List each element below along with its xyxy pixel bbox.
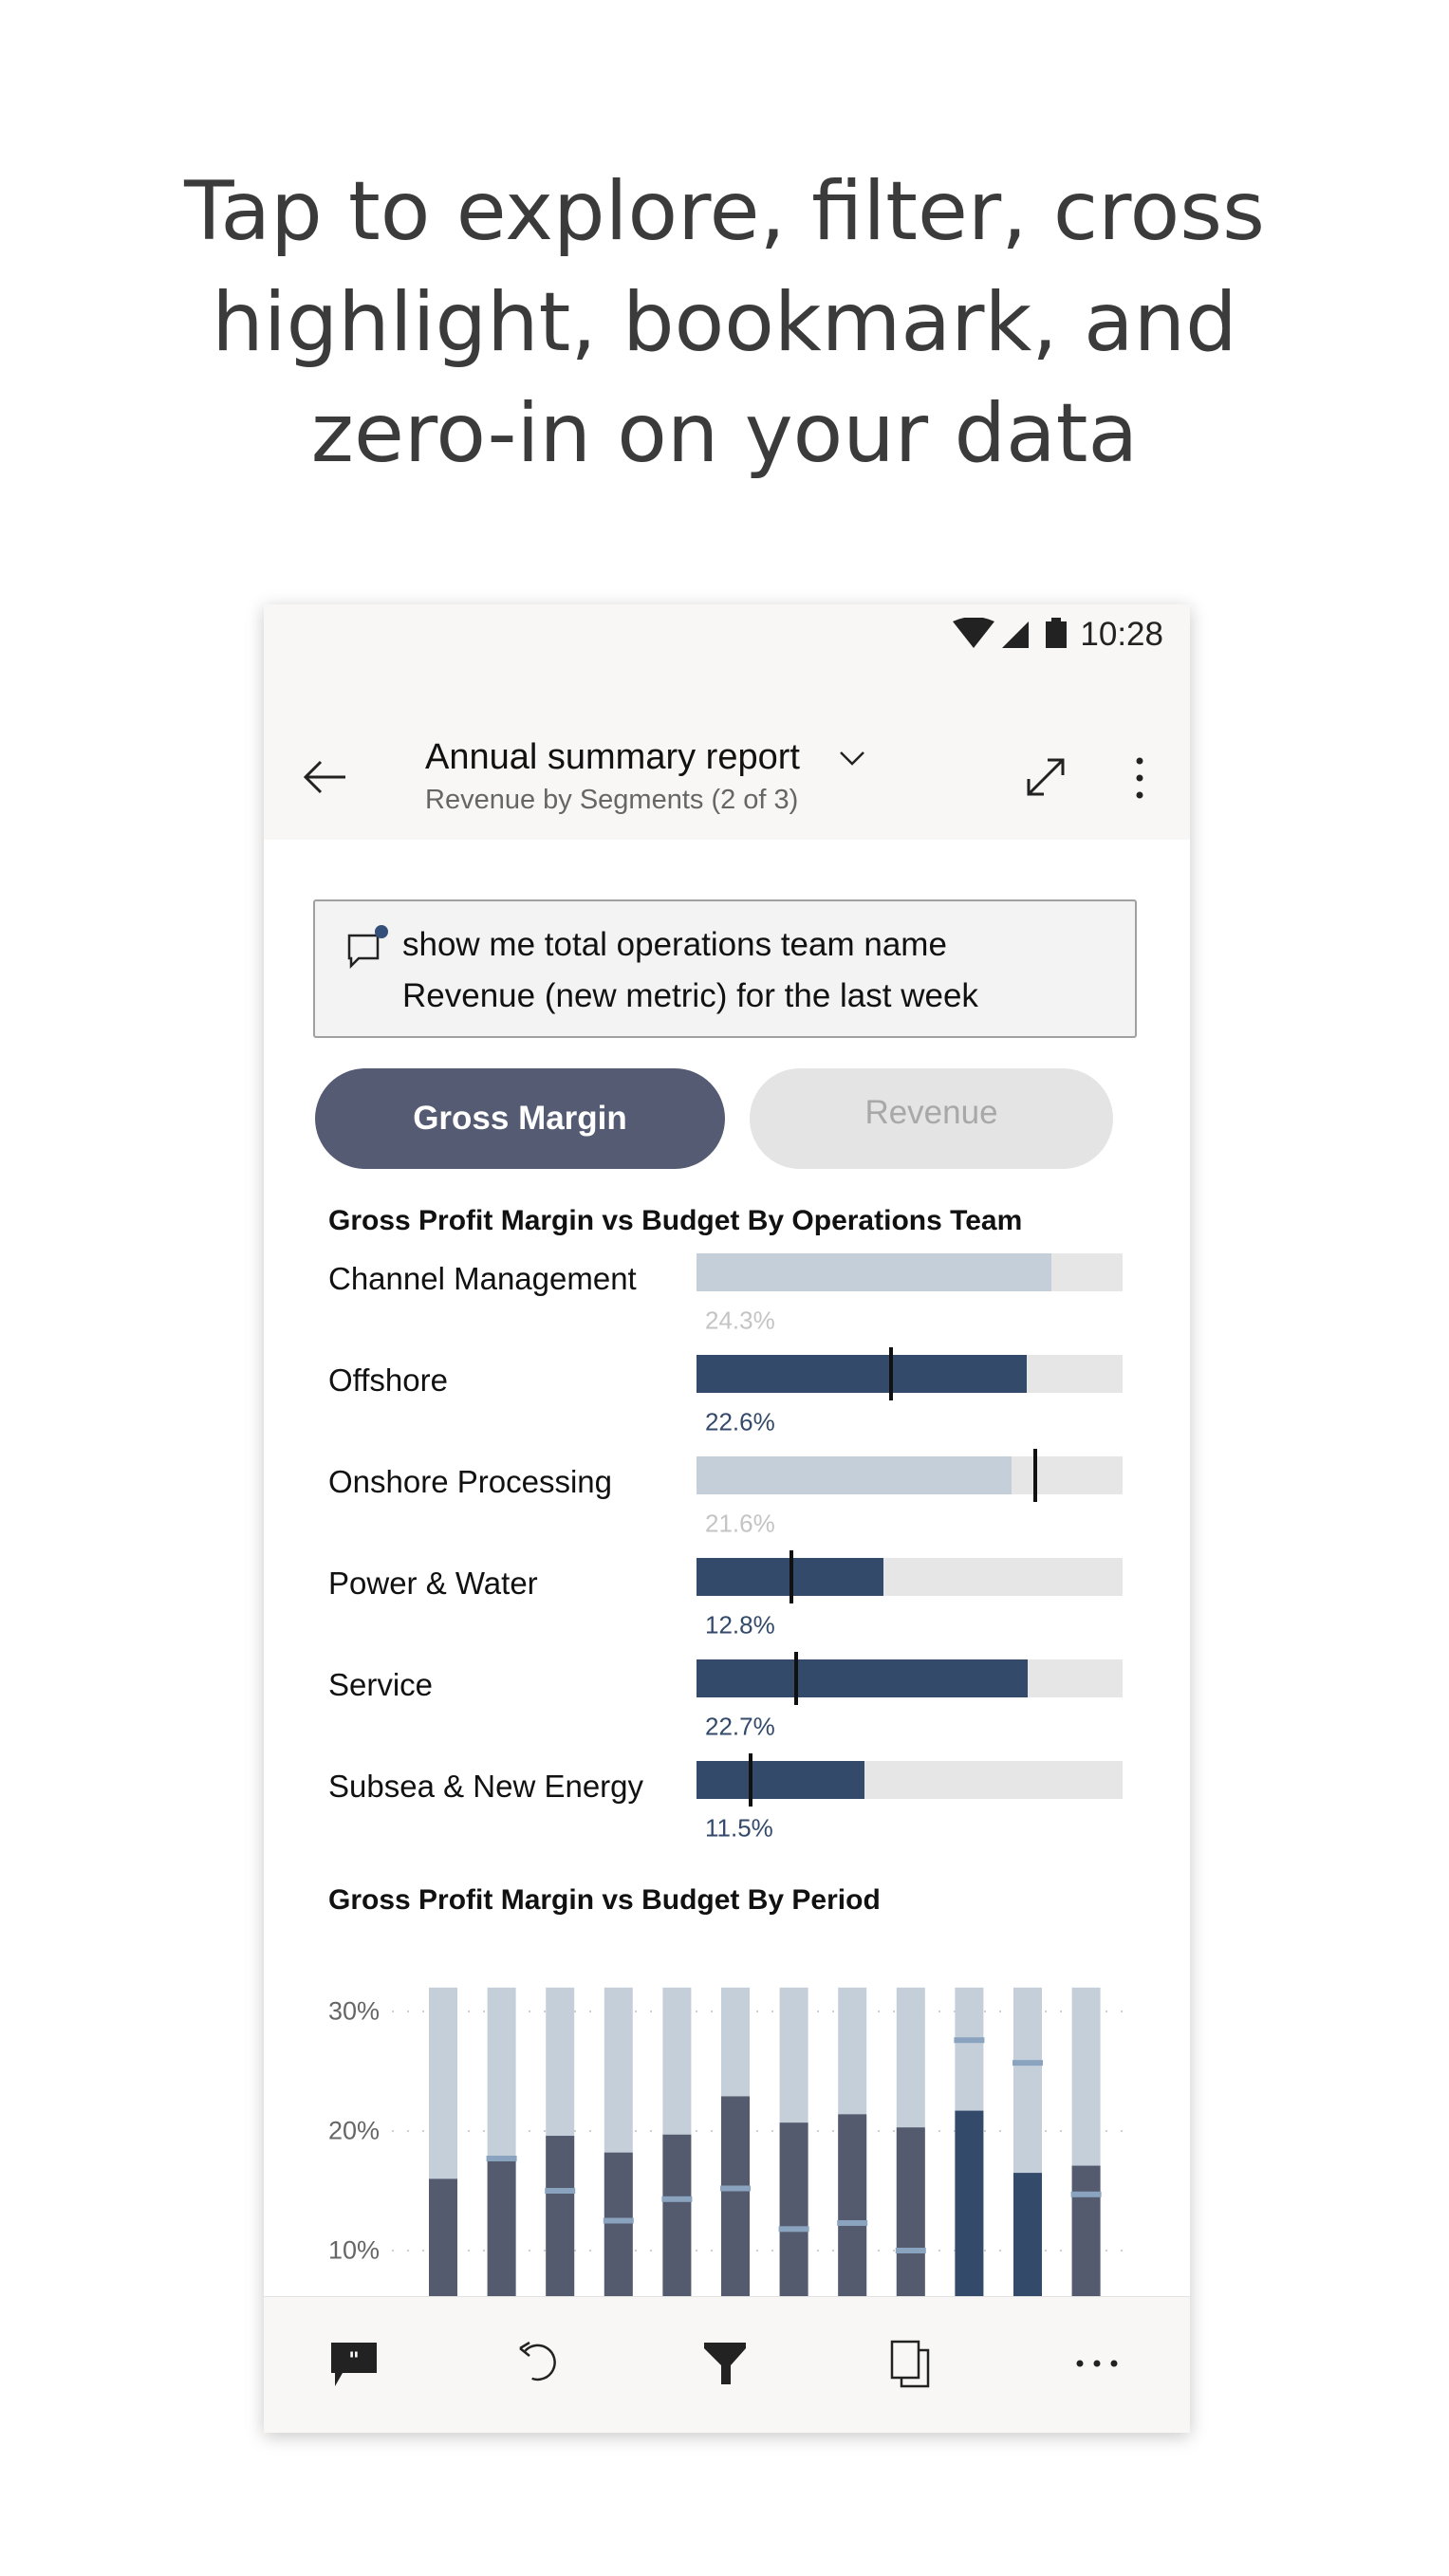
chevron-down-icon[interactable] [838, 749, 866, 768]
headline: Tap to explore, filter, cross highlight,… [0, 157, 1449, 490]
column-target-marker[interactable] [954, 2037, 985, 2044]
column-chart-title: Gross Profit Margin vs Budget By Period [328, 1884, 881, 1916]
undo-icon[interactable] [512, 2335, 569, 2392]
column-bar[interactable] [779, 2122, 808, 2296]
bullet-bar[interactable] [697, 1355, 1027, 1393]
signal-icon [1002, 621, 1029, 648]
headline-line: highlight, bookmark, and [212, 275, 1237, 370]
column-bar[interactable] [1071, 2165, 1101, 2296]
column-bar[interactable] [429, 2178, 457, 2296]
column-target-marker[interactable] [603, 2217, 634, 2224]
column-chart [392, 1987, 1127, 2296]
bullet-chart-title: Gross Profit Margin vs Budget By Operati… [328, 1205, 1023, 1236]
column-target-marker[interactable] [778, 2226, 809, 2233]
status-icons [953, 618, 1067, 648]
back-arrow-icon[interactable] [302, 758, 349, 796]
qa-input[interactable]: show me total operations team name Reven… [313, 899, 1137, 1038]
bullet-track[interactable] [697, 1753, 1123, 1807]
column-bar[interactable] [546, 2136, 575, 2296]
column-bar[interactable] [604, 2152, 633, 2296]
bullet-target-marker [888, 1347, 893, 1400]
phone-screen: 10:28 Annual summary report Revenue by S… [264, 604, 1190, 2433]
bullet-track[interactable] [697, 1449, 1123, 1502]
bullet-category-label[interactable]: Offshore [328, 1362, 448, 1398]
page-subtitle: Revenue by Segments (2 of 3) [425, 785, 799, 815]
bullet-bar[interactable] [697, 1253, 1051, 1291]
chat-question-icon [347, 925, 388, 970]
more-vertical-icon[interactable] [1130, 756, 1149, 800]
comment-icon[interactable]: " [325, 2335, 382, 2392]
column-bar[interactable] [896, 2127, 925, 2296]
bullet-target-marker [1032, 1449, 1037, 1502]
battery-icon [1046, 618, 1067, 648]
bullet-target-marker [748, 1753, 752, 1807]
bullet-value-label: 11.5% [705, 1813, 773, 1843]
headline-line: zero-in on your data [310, 386, 1139, 481]
column-bar[interactable] [662, 2134, 692, 2296]
bottom-toolbar: " [264, 2296, 1190, 2433]
bullet-track[interactable] [697, 1253, 1123, 1291]
headline-line: Tap to explore, filter, cross [184, 164, 1265, 259]
wifi-icon [953, 618, 994, 648]
bullet-value-label: 21.6% [705, 1509, 775, 1538]
bullet-target-marker [793, 1652, 798, 1705]
bullet-category-label[interactable]: Channel Management [328, 1261, 637, 1296]
column-bar[interactable] [487, 2156, 516, 2296]
bullet-value-label: 22.6% [705, 1407, 775, 1436]
bullet-track[interactable] [697, 1347, 1123, 1400]
column-bar[interactable] [838, 2114, 867, 2296]
bullet-value-label: 22.7% [705, 1712, 775, 1741]
qa-text-line1: show me total operations team name [402, 926, 947, 963]
more-horizontal-icon[interactable] [1068, 2335, 1125, 2392]
gross-margin-button[interactable]: Gross Margin [315, 1068, 725, 1169]
column-bar[interactable] [1013, 2173, 1042, 2296]
expand-icon[interactable] [1023, 754, 1068, 800]
bullet-category-label[interactable]: Onshore Processing [328, 1464, 612, 1499]
column-target-marker[interactable] [837, 2220, 868, 2227]
column-bar[interactable] [721, 2096, 750, 2296]
qa-text-line2: Revenue (new metric) for the last week [402, 977, 978, 1014]
bullet-value-label: 12.8% [705, 1610, 775, 1640]
y-tick-label: 10% [328, 2235, 381, 2265]
filter-icon[interactable] [697, 2335, 753, 2392]
status-time: 10:28 [1080, 616, 1163, 653]
bullet-bar[interactable] [697, 1761, 864, 1799]
bullet-bar[interactable] [697, 1456, 1012, 1494]
y-tick-label: 30% [328, 1996, 381, 2026]
bullet-category-label[interactable]: Power & Water [328, 1566, 538, 1601]
bullet-category-label[interactable]: Subsea & New Energy [328, 1769, 644, 1804]
app-header: 10:28 Annual summary report Revenue by S… [264, 604, 1190, 840]
y-tick-label: 20% [328, 2116, 381, 2145]
column-target-marker[interactable] [1012, 2060, 1043, 2066]
column-target-marker[interactable] [486, 2155, 517, 2161]
bullet-track[interactable] [697, 1652, 1123, 1705]
column-target-marker[interactable] [1070, 2191, 1102, 2197]
column-target-marker[interactable] [895, 2248, 926, 2253]
column-bar[interactable] [955, 2110, 984, 2296]
bullet-value-label: 24.3% [705, 1306, 775, 1335]
revenue-button[interactable]: Revenue [750, 1068, 1113, 1169]
bullet-bar[interactable] [697, 1659, 1029, 1697]
report-title[interactable]: Annual summary report [425, 737, 800, 777]
pages-icon[interactable] [882, 2335, 939, 2392]
bullet-category-label[interactable]: Service [328, 1667, 434, 1702]
svg-text:": " [348, 2349, 359, 2373]
column-target-marker[interactable] [545, 2188, 576, 2194]
column-target-marker[interactable] [661, 2196, 693, 2202]
bullet-track[interactable] [697, 1550, 1123, 1603]
column-target-marker[interactable] [720, 2185, 751, 2192]
bullet-target-marker [789, 1550, 793, 1603]
